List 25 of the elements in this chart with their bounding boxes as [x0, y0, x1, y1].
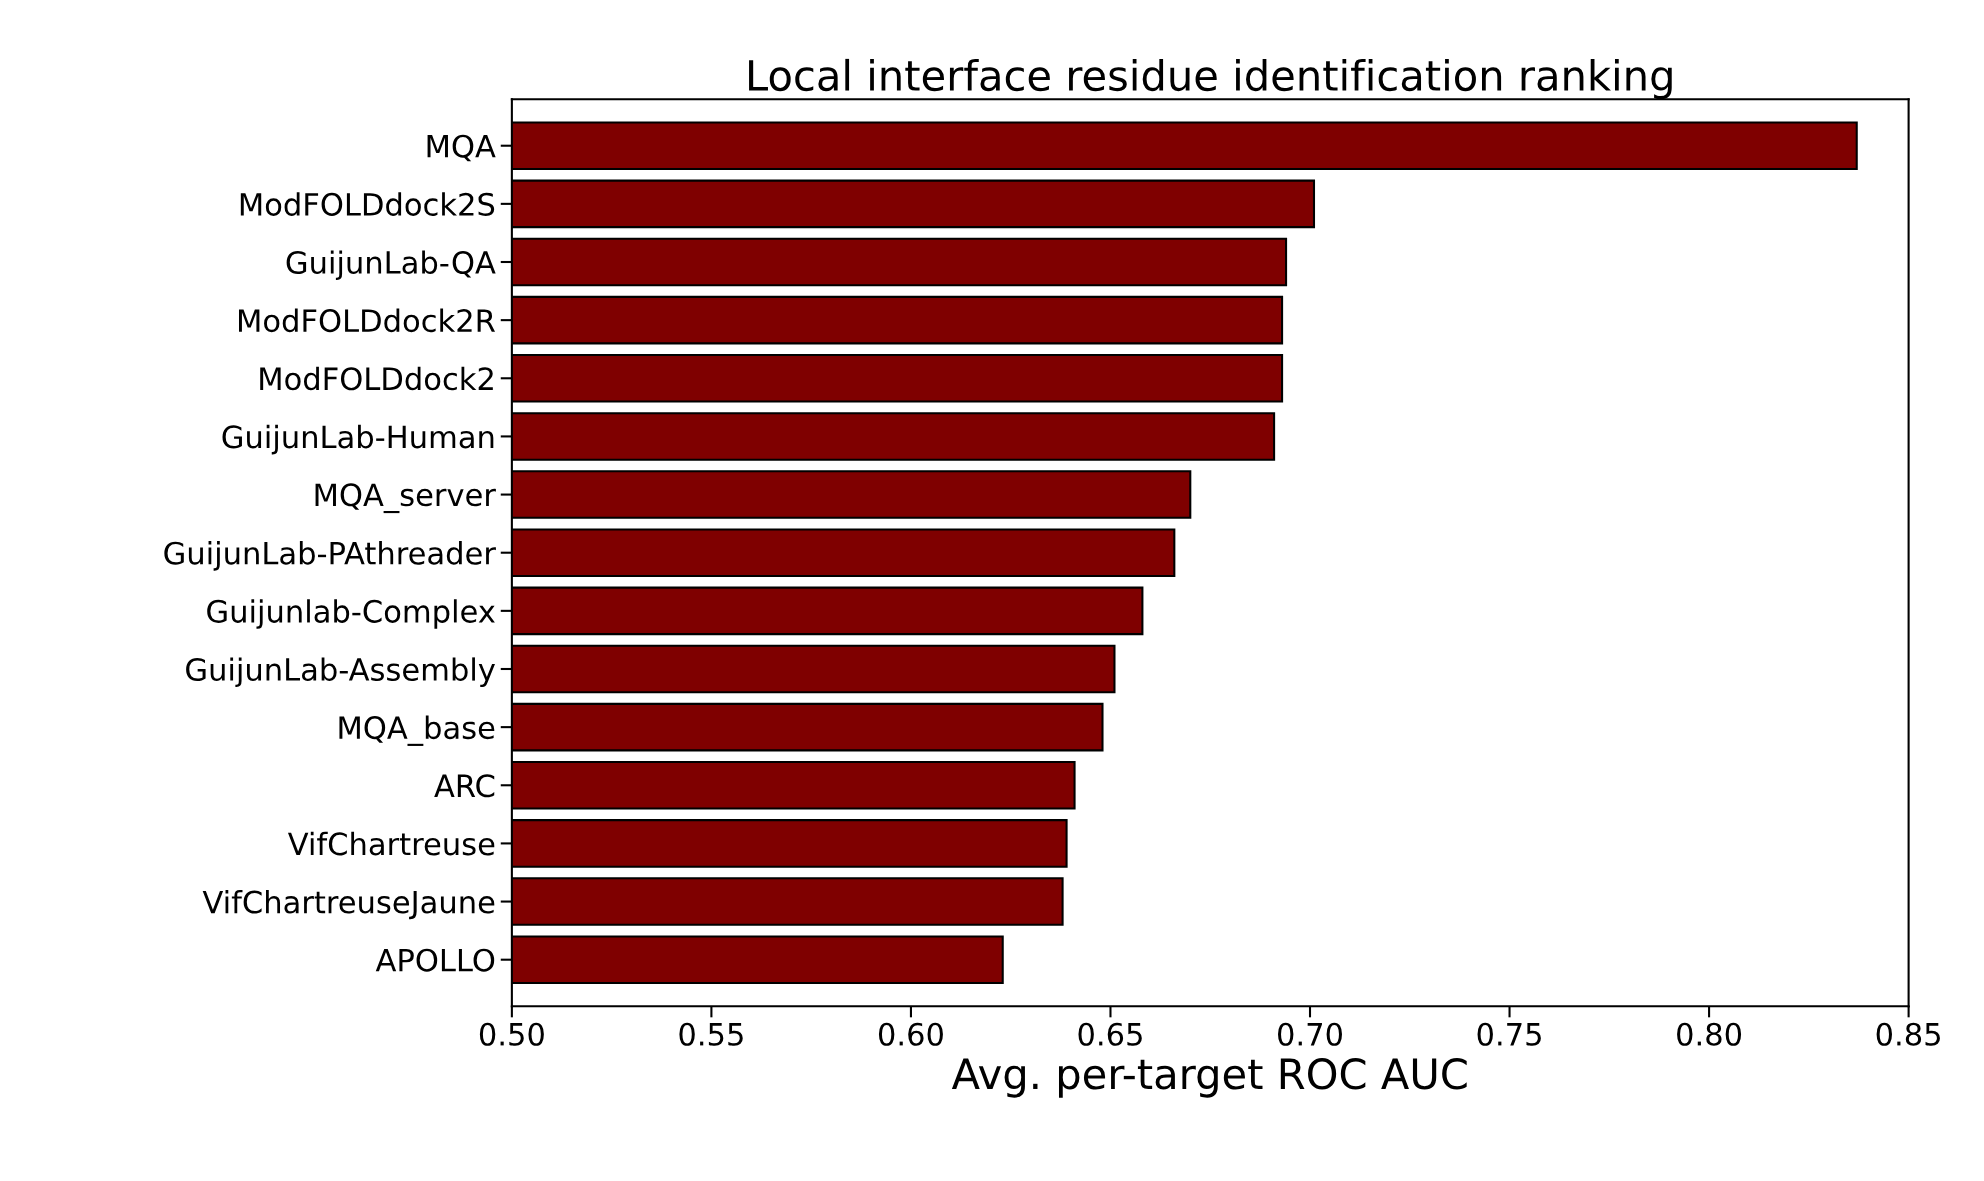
- x-tick-label: 0.80: [1677, 1022, 1742, 1046]
- y-tick-label: MQA_base: [339, 715, 495, 746]
- x-tick-label: 0.60: [878, 1022, 943, 1046]
- y-tick-label: VifChartreuse: [287, 831, 495, 856]
- y-tick-label: VifChartreuseJaune: [202, 889, 495, 920]
- x-tick-label: 0.65: [1078, 1022, 1142, 1046]
- x-axis-title: Avg. per-target ROC AUC: [951, 1058, 1467, 1098]
- y-tick-label: ModFOLDdock2: [260, 366, 493, 391]
- y-tick-label: ModFOLDdock2S: [240, 192, 495, 216]
- x-tick-label: 0.75: [1477, 1022, 1541, 1046]
- y-tick-label: APOLLO: [375, 948, 495, 972]
- x-tick-label: 0.55: [679, 1022, 743, 1046]
- y-tick-label: Guijunlab-Complex: [207, 599, 495, 629]
- y-tick-label: GuijunLab-QA: [286, 250, 496, 280]
- y-tick-label: GuijunLab-Human: [222, 424, 494, 455]
- y-tick-label: GuijunLab-Assembly: [186, 657, 495, 687]
- y-tick-label: MQA_server: [315, 483, 496, 514]
- x-tick-label: 0.85: [1876, 1022, 1940, 1046]
- x-tick-label: 0.50: [479, 1022, 544, 1046]
- y-tick-label: ARC: [434, 774, 495, 798]
- chart-title: Local interface residue identification ranking: [749, 58, 1672, 100]
- y-tick-label: MQA: [427, 134, 496, 162]
- y-tick-label: ModFOLDdock2R: [239, 308, 496, 333]
- x-tick-label: 0.70: [1278, 1022, 1342, 1046]
- y-tick-label: GuijunLab-PAthreader: [164, 541, 496, 571]
